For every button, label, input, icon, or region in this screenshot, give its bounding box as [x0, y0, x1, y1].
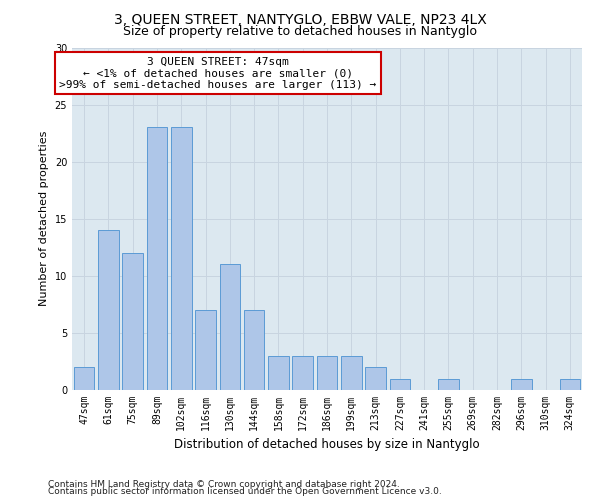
- Bar: [98, 230, 119, 390]
- Bar: [122, 253, 143, 390]
- Bar: [195, 310, 216, 390]
- Text: Size of property relative to detached houses in Nantyglo: Size of property relative to detached ho…: [123, 25, 477, 38]
- Bar: [292, 356, 313, 390]
- Bar: [317, 356, 337, 390]
- Bar: [438, 378, 459, 390]
- Text: Contains HM Land Registry data © Crown copyright and database right 2024.: Contains HM Land Registry data © Crown c…: [48, 480, 400, 489]
- Text: Contains public sector information licensed under the Open Government Licence v3: Contains public sector information licen…: [48, 487, 442, 496]
- Text: 3, QUEEN STREET, NANTYGLO, EBBW VALE, NP23 4LX: 3, QUEEN STREET, NANTYGLO, EBBW VALE, NP…: [113, 12, 487, 26]
- Bar: [389, 378, 410, 390]
- Bar: [560, 378, 580, 390]
- Bar: [244, 310, 265, 390]
- Bar: [220, 264, 240, 390]
- Bar: [365, 367, 386, 390]
- Bar: [171, 128, 191, 390]
- Bar: [511, 378, 532, 390]
- Text: 3 QUEEN STREET: 47sqm
← <1% of detached houses are smaller (0)
>99% of semi-deta: 3 QUEEN STREET: 47sqm ← <1% of detached …: [59, 56, 376, 90]
- Y-axis label: Number of detached properties: Number of detached properties: [39, 131, 49, 306]
- Bar: [146, 128, 167, 390]
- Bar: [341, 356, 362, 390]
- Bar: [268, 356, 289, 390]
- Bar: [74, 367, 94, 390]
- X-axis label: Distribution of detached houses by size in Nantyglo: Distribution of detached houses by size …: [174, 438, 480, 452]
